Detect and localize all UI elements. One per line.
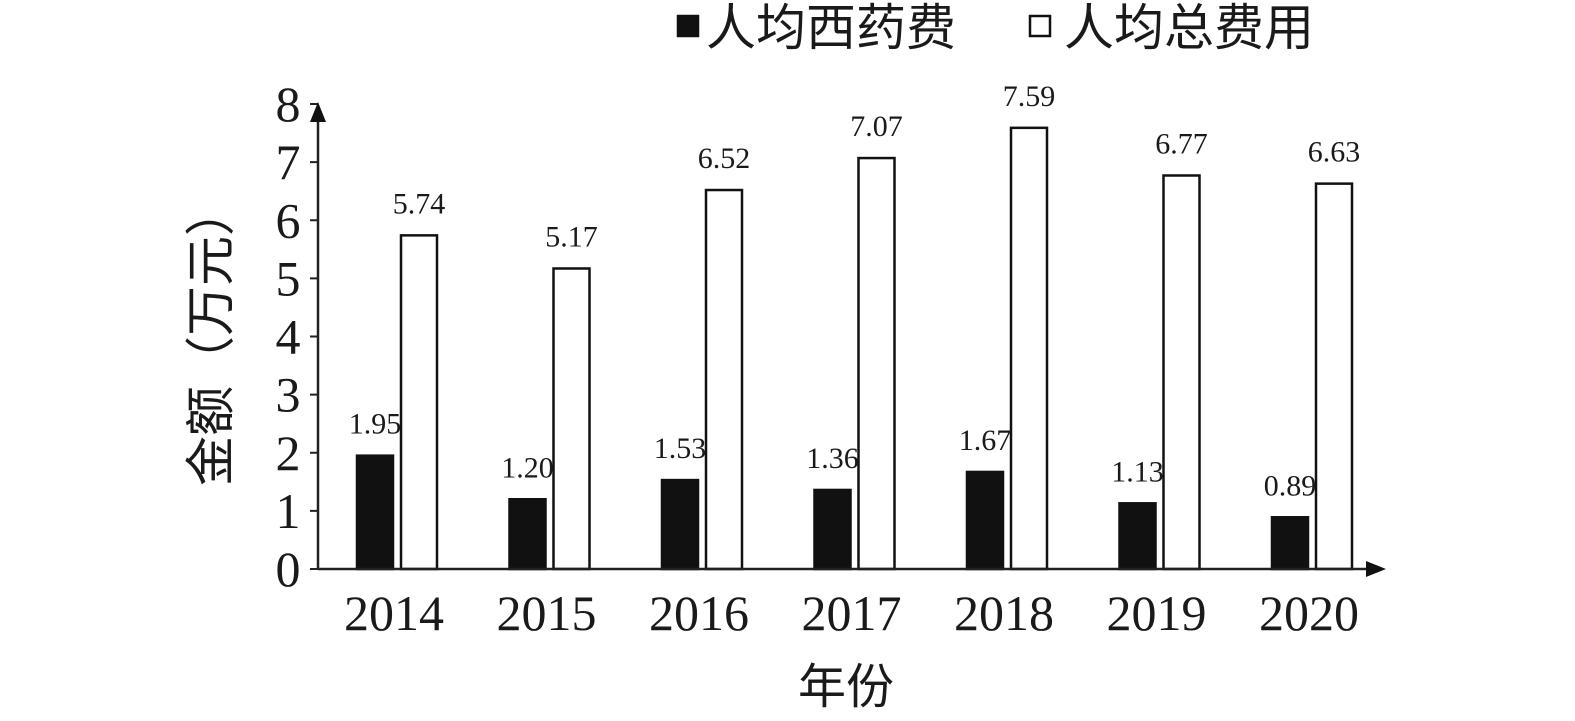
- bar-west-medicine-2015: [508, 498, 547, 571]
- x-tick-label-2017: 2017: [802, 585, 902, 641]
- legend-label-total-cost: 人均总费用: [1064, 0, 1314, 56]
- value-label-west-medicine-2016: 1.53: [654, 432, 707, 465]
- y-tick-label: 5: [276, 250, 301, 306]
- bars: [355, 126, 1354, 571]
- value-label-west-medicine-2017: 1.36: [806, 442, 859, 475]
- bar-total-cost-2018: [1009, 126, 1049, 571]
- y-tick-label: 7: [276, 134, 301, 190]
- bar-total-cost-2015: [552, 267, 591, 571]
- x-tick-label-2019: 2019: [1107, 585, 1207, 641]
- x-axis-ticks: 2014 2015 2016 2017 2018 2019 2020: [344, 585, 1359, 641]
- x-axis-title: 年份: [798, 661, 894, 714]
- value-label-west-medicine-2020: 0.89: [1264, 469, 1317, 502]
- legend-swatch-west-medicine: [676, 14, 700, 38]
- value-label-west-medicine-2014: 1.95: [349, 408, 402, 441]
- bar-total-cost-2014: [399, 234, 439, 571]
- legend-label-west-medicine: 人均西药费: [706, 0, 956, 56]
- bar-west-medicine-2020: [1270, 516, 1310, 571]
- y-tick-label: 8: [276, 76, 301, 132]
- value-label-total-cost-2016: 6.52: [698, 142, 751, 175]
- value-label-west-medicine-2019: 1.13: [1111, 455, 1164, 488]
- value-label-west-medicine-2018: 1.67: [959, 424, 1012, 457]
- bar-total-cost-2016: [704, 188, 744, 571]
- bar-west-medicine-2019: [1118, 502, 1157, 571]
- bar-west-medicine-2016: [660, 478, 700, 571]
- bar-west-medicine-2014: [355, 454, 395, 571]
- y-axis-title-text: 金额（万元）: [183, 186, 239, 486]
- y-tick-label: 3: [276, 367, 301, 423]
- value-label-total-cost-2014: 5.74: [393, 187, 446, 220]
- x-tick-label-2016: 2016: [649, 585, 749, 641]
- x-tick-label-2015: 2015: [497, 585, 597, 641]
- x-tick-label-2018: 2018: [954, 585, 1054, 641]
- value-label-total-cost-2019: 6.77: [1155, 127, 1208, 160]
- y-tick-label: 4: [276, 309, 301, 365]
- bar-total-cost-2020: [1314, 182, 1354, 571]
- legend-swatch-total-cost: [1028, 14, 1052, 38]
- y-tick-label: 2: [276, 425, 301, 481]
- y-tick-label: 0: [276, 541, 301, 597]
- y-tick-label: 1: [276, 483, 301, 539]
- value-label-total-cost-2020: 6.63: [1308, 136, 1361, 169]
- x-tick-label-2014: 2014: [344, 585, 444, 641]
- value-label-total-cost-2018: 7.59: [1003, 80, 1056, 113]
- bar-total-cost-2017: [857, 156, 896, 571]
- value-label-total-cost-2015: 5.17: [545, 220, 598, 253]
- bar-west-medicine-2017: [813, 488, 852, 571]
- axes: [310, 102, 1386, 577]
- bar-west-medicine-2018: [965, 470, 1005, 571]
- y-tick-label: 6: [276, 192, 301, 248]
- value-label-west-medicine-2015: 1.20: [501, 451, 554, 484]
- value-label-total-cost-2017: 7.07: [850, 110, 903, 143]
- legend: 人均西药费 人均总费用: [676, 0, 1314, 56]
- y-axis-arrow-icon: [310, 102, 326, 122]
- x-axis-arrow-icon: [1366, 561, 1386, 577]
- x-tick-label-2020: 2020: [1259, 585, 1359, 641]
- y-axis-title: 金额（万元）: [183, 186, 239, 486]
- bar-total-cost-2019: [1162, 174, 1201, 571]
- value-labels: 1.95 5.74 1.20 5.17 1.53 6.52 1.36 7.07 1.67 7.59…: [349, 80, 1361, 502]
